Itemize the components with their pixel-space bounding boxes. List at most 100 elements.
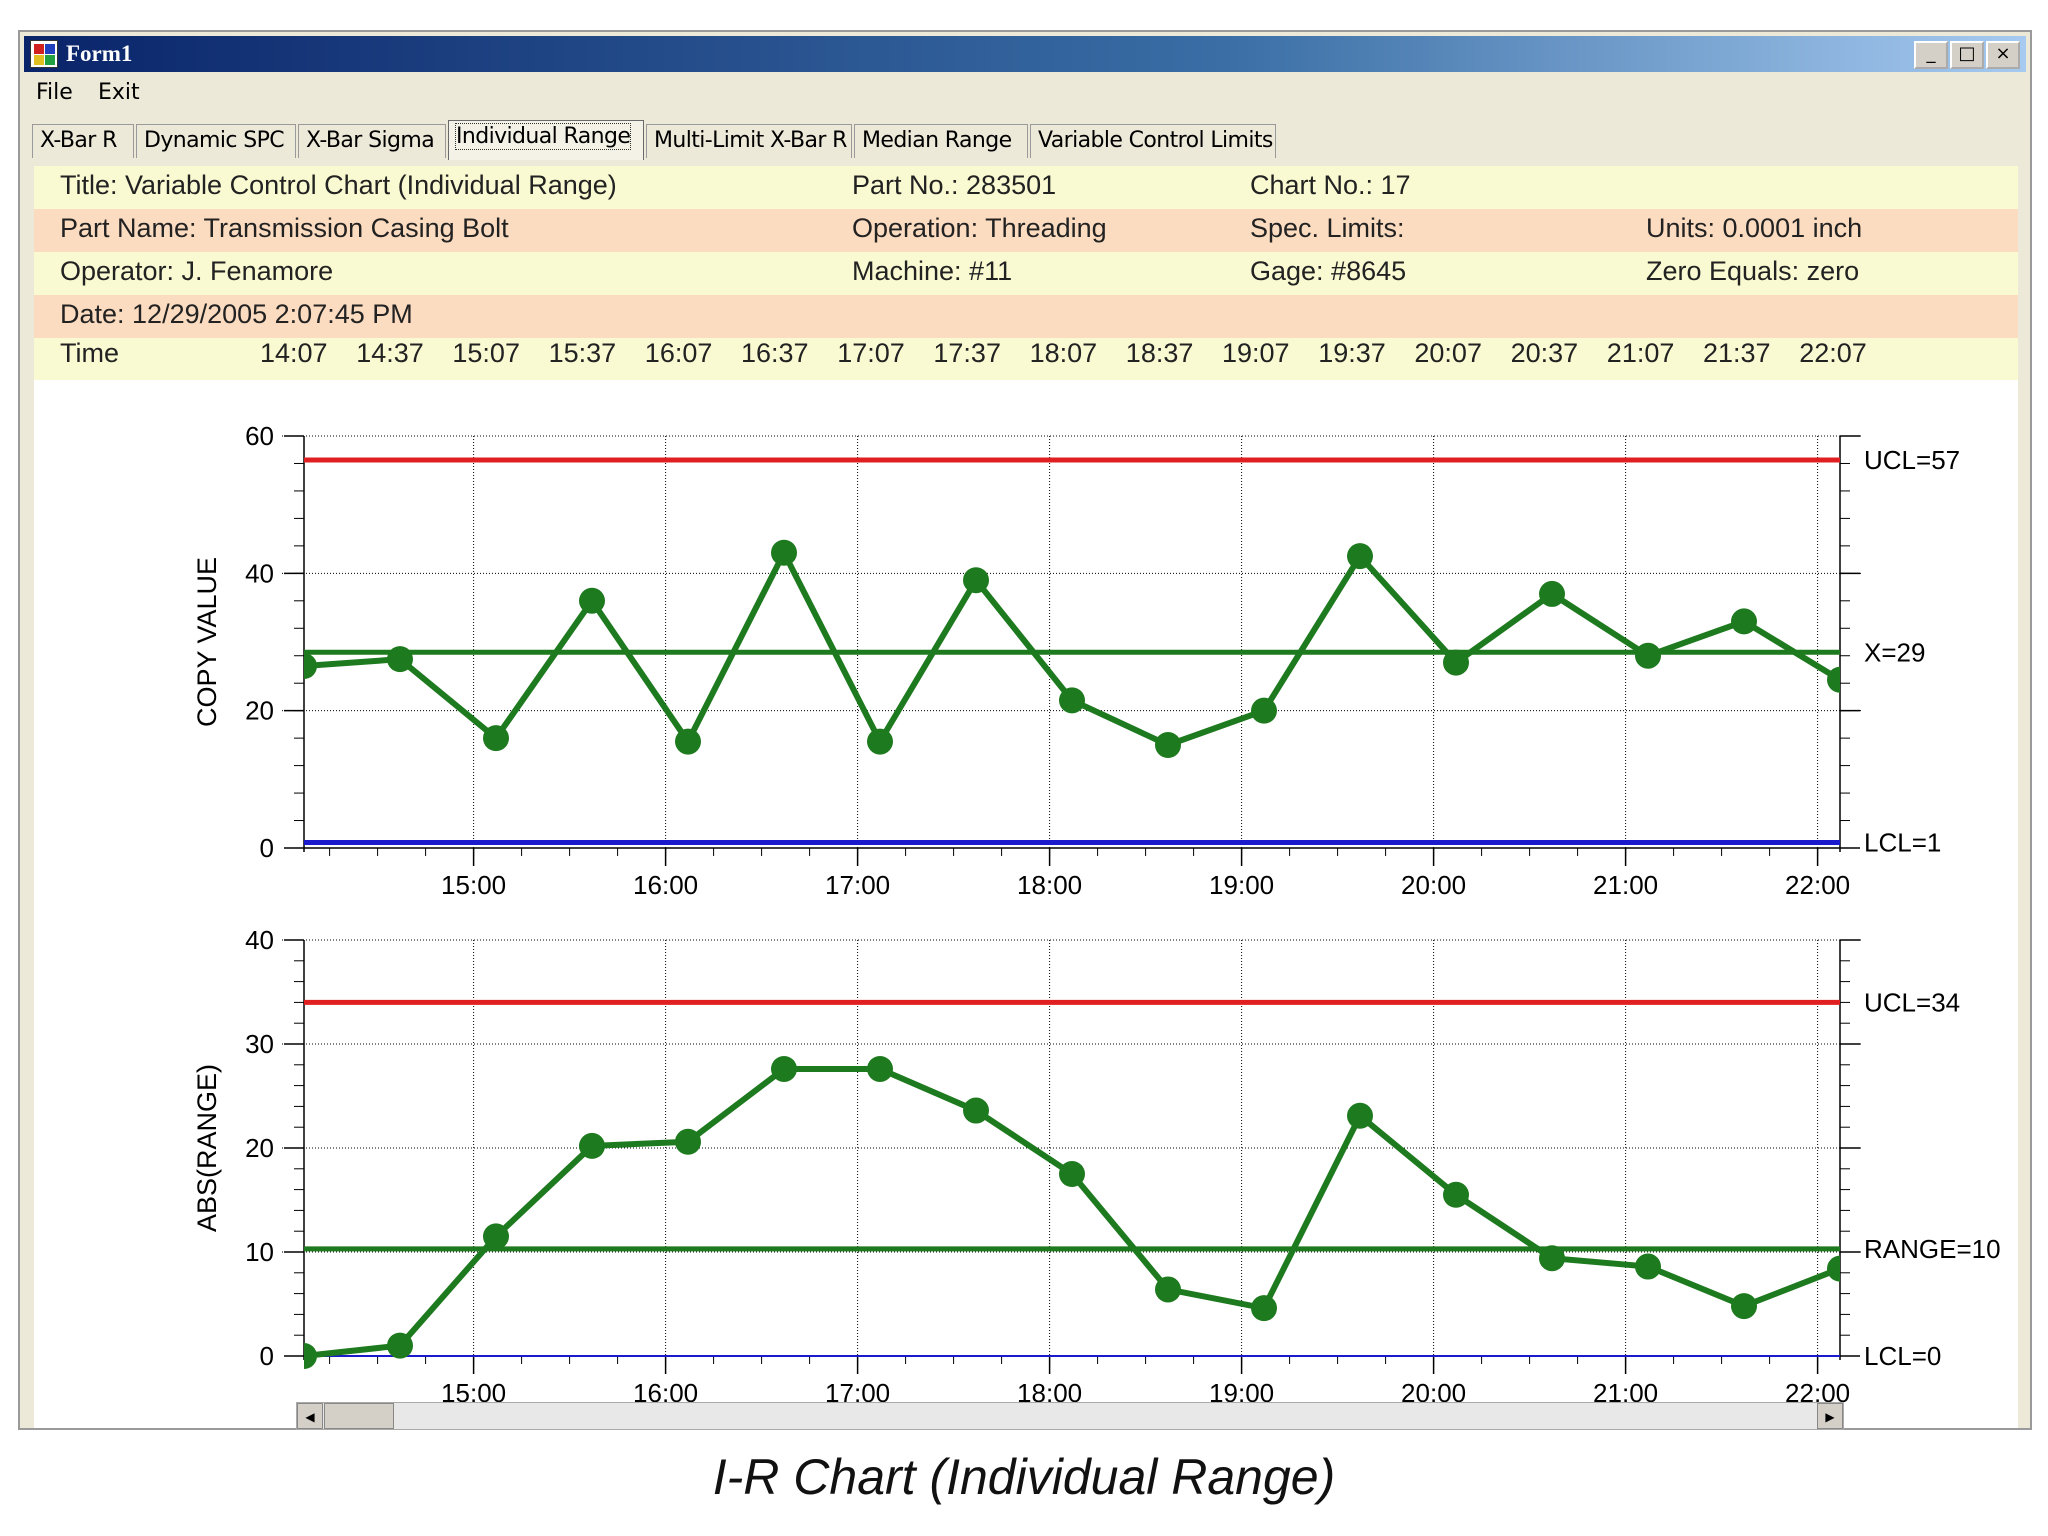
maximize-button[interactable]: □ [1950,41,1984,69]
x-tick-label: 19:00 [1209,870,1274,900]
y-tick-label: 20 [245,1133,274,1163]
time-value: 20:07 [1414,338,1482,368]
x-tick-label: 20:00 [1401,870,1466,900]
data-point [1251,1295,1277,1322]
close-button[interactable]: × [1986,41,2020,69]
center-label: RANGE=10 [1864,1234,2001,1264]
tab-xbar-r[interactable]: X-Bar R [32,124,134,158]
data-point [1539,580,1565,607]
time-value: 15:07 [452,338,520,368]
zero-equals-field: Zero Equals: zero [1646,256,1860,286]
time-value: 14:07 [260,338,328,368]
operation-field: Operation: Threading [852,213,1107,243]
center-label: X=29 [1864,637,1925,667]
ucl-label: UCL=34 [1864,987,1960,1017]
data-point [1731,1293,1757,1320]
operator-field: Operator: J. Fenamore [60,256,334,286]
data-point [1635,1253,1661,1280]
tab-individual-range[interactable]: Individual Range [448,120,644,160]
header-row: Title: Variable Control Chart (Individua… [34,166,2018,209]
y-tick-label: 30 [245,1029,274,1059]
header-row: Operator: J. Fenamore Machine: #11 Gage:… [34,252,2018,295]
y-axis-label: ABS(RANGE) [192,1064,222,1232]
tab-label: Dynamic SPC [144,128,285,153]
scroll-right-button[interactable]: ▶ [1817,1403,1843,1429]
tab-label: X-Bar Sigma [306,128,435,153]
machine-field: Machine: #11 [852,256,1013,286]
x-tick-label: 15:00 [441,870,506,900]
tab-label: Multi-Limit X-Bar R [654,128,847,153]
title-bar[interactable]: Form1 _ □ × [24,36,2026,72]
tab-label: Individual Range [454,123,632,150]
plot-area: 0 20 40 60 15:00 16:00 17:00 18:00 19:00 20:00 21:… [34,380,2018,1430]
data-point [1059,1161,1085,1187]
menu-bar: File Exit [24,76,2026,110]
data-line [304,546,1840,749]
time-value: 19:37 [1318,338,1386,368]
spec-limits-field: Spec. Limits: [1250,213,1405,243]
y-tick-label: 40 [245,558,274,588]
data-point [579,587,605,614]
ucl-label: UCL=57 [1864,445,1960,475]
figure-caption: I-R Chart (Individual Range) [712,1449,1336,1505]
part-name-field: Part Name: Transmission Casing Bolt [60,213,509,243]
header-row: Date: 12/29/2005 2:07:45 PM [34,295,2018,338]
gage-field: Gage: #8645 [1250,256,1407,286]
chart-header-panel: Title: Variable Control Chart (Individua… [34,166,2018,380]
time-value: 21:07 [1606,338,1675,368]
data-point [1443,1181,1469,1208]
y-axis-label: COPY VALUE [192,557,222,727]
minimize-button[interactable]: _ [1914,41,1948,69]
y-tick-label: 20 [245,696,274,726]
x-tick-label: 21:00 [1593,870,1658,900]
tab-xbar-sigma[interactable]: X-Bar Sigma [298,124,446,158]
time-value: 14:37 [356,338,424,368]
tab-label: Median Range [862,128,1012,153]
data-point [963,1097,989,1124]
control-charts: 0 20 40 60 15:00 16:00 17:00 18:00 19:00 20:00 21:… [192,421,2001,1408]
time-value: 16:37 [741,338,809,368]
time-value: 17:07 [837,338,905,368]
data-point [1443,649,1469,676]
data-point [867,728,893,755]
tab-label: Variable Control Limits [1038,128,1273,153]
time-value: 21:37 [1703,338,1771,368]
menu-exit[interactable]: Exit [98,80,140,105]
tab-multi-limit-xbar-r[interactable]: Multi-Limit X-Bar R [646,124,852,158]
time-value: 20:37 [1510,338,1579,368]
y-tick-label: 0 [260,833,274,863]
chart-title-field: Title: Variable Control Chart (Individua… [60,170,617,200]
y-tick-label: 60 [245,421,274,451]
tab-strip: X-Bar R Dynamic SPC X-Bar Sigma Individu… [32,120,2020,160]
x-tick-label: 17:00 [825,870,890,900]
application-window: Form1 _ □ × File Exit X-Bar R Dynamic SP… [18,30,2032,1430]
data-point [1059,687,1085,714]
data-point [771,539,797,566]
scroll-thumb[interactable] [324,1403,394,1429]
data-point [1731,608,1757,635]
tab-median-range[interactable]: Median Range [854,124,1028,158]
tab-dynamic-spc[interactable]: Dynamic SPC [136,124,296,158]
scroll-left-button[interactable]: ◀ [297,1403,323,1429]
units-field: Units: 0.0001 inch [1646,213,1863,243]
tab-variable-control-limits[interactable]: Variable Control Limits [1030,124,1276,158]
time-value: 18:37 [1125,338,1194,368]
y-tick-label: 10 [245,1237,274,1267]
chart-number-field: Chart No.: 17 [1250,170,1411,200]
y-tick-label: 0 [260,1341,274,1371]
time-value: 19:07 [1222,338,1290,368]
x-tick-label: 18:00 [1017,870,1082,900]
data-point [1539,1245,1565,1272]
app-icon [30,40,58,68]
horizontal-scrollbar[interactable]: ◀ ▶ [296,1402,1844,1430]
time-value: 22:07 [1799,338,1867,368]
header-row: Part Name: Transmission Casing Bolt Oper… [34,209,2018,252]
time-value: 18:07 [1029,338,1098,368]
data-point [1155,732,1181,758]
menu-file[interactable]: File [36,80,73,105]
time-value: 15:37 [548,338,617,368]
data-point [771,1055,797,1082]
data-point [675,728,701,755]
data-point [579,1132,605,1159]
data-point [1827,1255,1840,1282]
